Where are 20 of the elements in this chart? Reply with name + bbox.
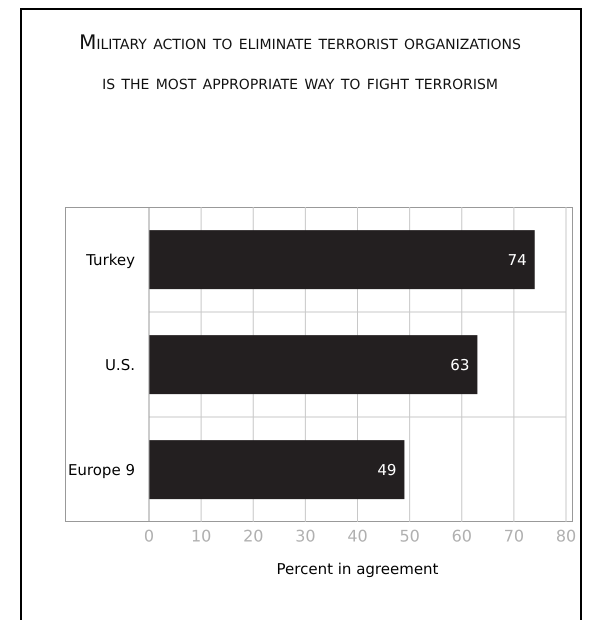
data-label: 74: [508, 250, 527, 269]
x-axis-title: Percent in agreement: [276, 560, 439, 578]
bar: [149, 230, 535, 290]
data-label: 63: [450, 356, 470, 374]
x-tick-label: 20: [243, 526, 264, 546]
x-tick-label: 10: [190, 526, 212, 546]
x-tick-label: 70: [504, 526, 524, 546]
bar: [149, 440, 404, 500]
x-tick-label: 30: [295, 526, 316, 546]
bar: [149, 335, 478, 394]
data-label: 49: [377, 460, 396, 479]
x-tick-label: 50: [399, 526, 420, 546]
x-tick-label: 80: [556, 526, 576, 546]
x-tick-label: 60: [452, 526, 472, 546]
chart-title: Military action to eliminate terrorist organizations is the most appropriate way to fight terrorism: [78, 29, 522, 96]
y-tick-label: Turkey: [85, 250, 136, 269]
y-tick-label: U.S.: [104, 356, 135, 374]
x-tick-label: 40: [347, 526, 368, 546]
x-tick-label: 0: [144, 526, 154, 546]
y-tick-label: Europe 9: [68, 460, 135, 479]
